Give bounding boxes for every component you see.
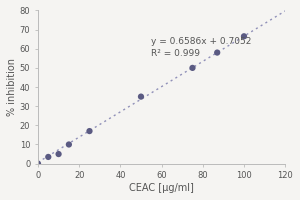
Text: y = 0.6586x + 0.7052
R² = 0.999: y = 0.6586x + 0.7052 R² = 0.999: [151, 37, 252, 58]
Point: [87, 129, 92, 133]
X-axis label: CEAC [µg/ml]: CEAC [µg/ml]: [129, 183, 194, 193]
Point: [46, 155, 51, 159]
Point: [242, 35, 246, 38]
Point: [190, 66, 195, 69]
Point: [67, 143, 71, 146]
Point: [56, 152, 61, 156]
Y-axis label: % inhibition: % inhibition: [7, 58, 17, 116]
Point: [139, 95, 143, 98]
Point: [215, 51, 220, 54]
Point: [36, 162, 40, 165]
